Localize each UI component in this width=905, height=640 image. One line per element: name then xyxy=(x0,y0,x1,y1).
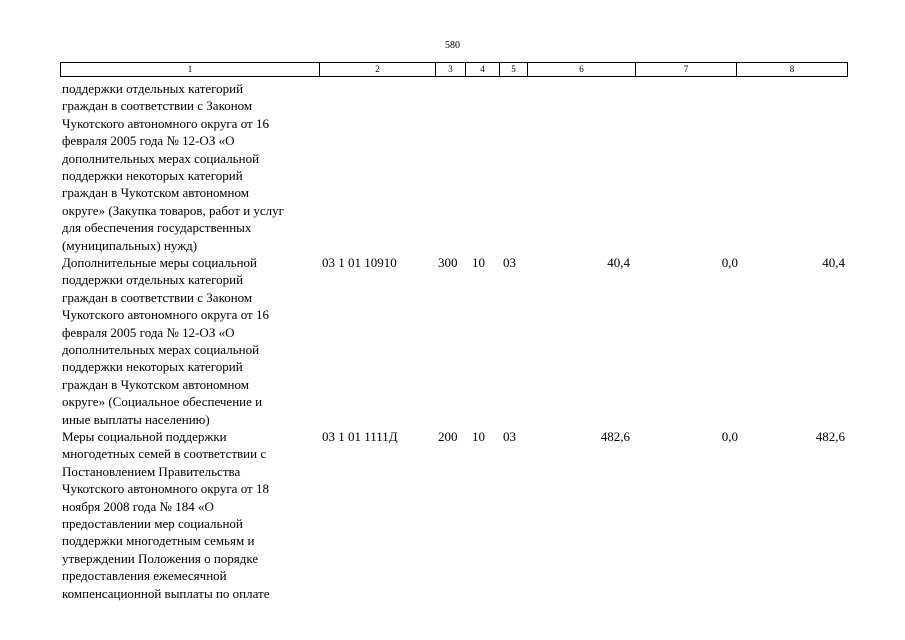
cell-value: 40,4 xyxy=(822,255,845,270)
cell-text: (муниципальных) нужд) xyxy=(62,237,198,253)
cell-text: округе» (Социальное обеспечение и xyxy=(62,394,263,410)
header-cell: 8 xyxy=(736,62,848,77)
cell-text: дополнительных мерах социальной xyxy=(62,150,260,166)
cell-value: 03 1 01 10910 xyxy=(322,255,397,270)
cell-text: граждан в Чукотском автономном xyxy=(62,376,249,392)
cell-text: Постановлением Правительства xyxy=(62,463,241,479)
cell-text: многодетных семей в соответствии с xyxy=(62,446,267,462)
cell-text: Чукотского автономного округа от 18 xyxy=(62,481,269,497)
cell-text: поддержки некоторых категорий xyxy=(62,359,243,375)
header-cell: 2 xyxy=(319,62,436,77)
cell-text: Дополнительные меры социальной xyxy=(62,255,258,270)
cell-text: предоставлении мер социальной xyxy=(62,516,243,531)
cell-value: 03 xyxy=(503,255,516,270)
cell-text: поддержки отдельных категорий xyxy=(62,81,244,96)
cell-text: февраля 2005 года № 12-ОЗ «О xyxy=(62,324,235,340)
cell-text: для обеспечения государственных xyxy=(62,220,252,236)
cell-text: граждан в соответствии с Законом xyxy=(62,98,253,114)
cell-value: 10 xyxy=(472,429,485,444)
cell-text: иные выплаты населению) xyxy=(62,411,210,427)
cell-text: компенсационной выплаты по оплате xyxy=(62,585,270,601)
cell-text: дополнительных мерах социальной xyxy=(62,342,260,357)
cell-value: 482,6 xyxy=(815,429,845,444)
cell-text: граждан в Чукотском автономном xyxy=(62,185,249,201)
cell-text: Чукотского автономного округа от 16 xyxy=(62,307,269,323)
cell-value: 200 xyxy=(438,429,458,444)
header-cell: 4 xyxy=(465,62,500,77)
header-cell: 3 xyxy=(435,62,466,77)
cell-text: Чукотского автономного округа от 16 xyxy=(62,115,269,131)
cell-value: 10 xyxy=(472,255,485,270)
cell-value: 03 1 01 1111Д xyxy=(322,429,398,444)
header-cell: 7 xyxy=(635,62,737,77)
cell-text: ноября 2008 года № 184 «О xyxy=(62,498,214,514)
cell-text: утверждении Положения о порядке xyxy=(62,550,259,566)
page-number: 580 xyxy=(445,40,460,51)
header-cell: 1 xyxy=(60,62,320,77)
cell-text: поддержки некоторых категорий xyxy=(62,168,243,183)
cell-value: 03 xyxy=(503,429,516,444)
cell-text: предоставления ежемесячной xyxy=(62,568,227,584)
cell-text: февраля 2005 года № 12-ОЗ «О xyxy=(62,133,235,149)
cell-value: 0,0 xyxy=(721,429,738,444)
cell-value: 482,6 xyxy=(600,429,630,444)
cell-text: поддержки отдельных категорий xyxy=(62,272,244,288)
cell-text: Меры социальной поддержки xyxy=(62,429,227,444)
cell-text: поддержки многодетным семьям и xyxy=(62,533,255,549)
header-cell: 5 xyxy=(499,62,528,77)
header-cell: 6 xyxy=(527,62,636,77)
cell-value: 300 xyxy=(438,255,458,270)
cell-value: 40,4 xyxy=(607,255,630,270)
cell-value: 0,0 xyxy=(721,255,738,270)
cell-text: округе» (Закупка товаров, работ и услуг xyxy=(62,202,284,218)
cell-text: граждан в соответствии с Законом xyxy=(62,289,253,305)
